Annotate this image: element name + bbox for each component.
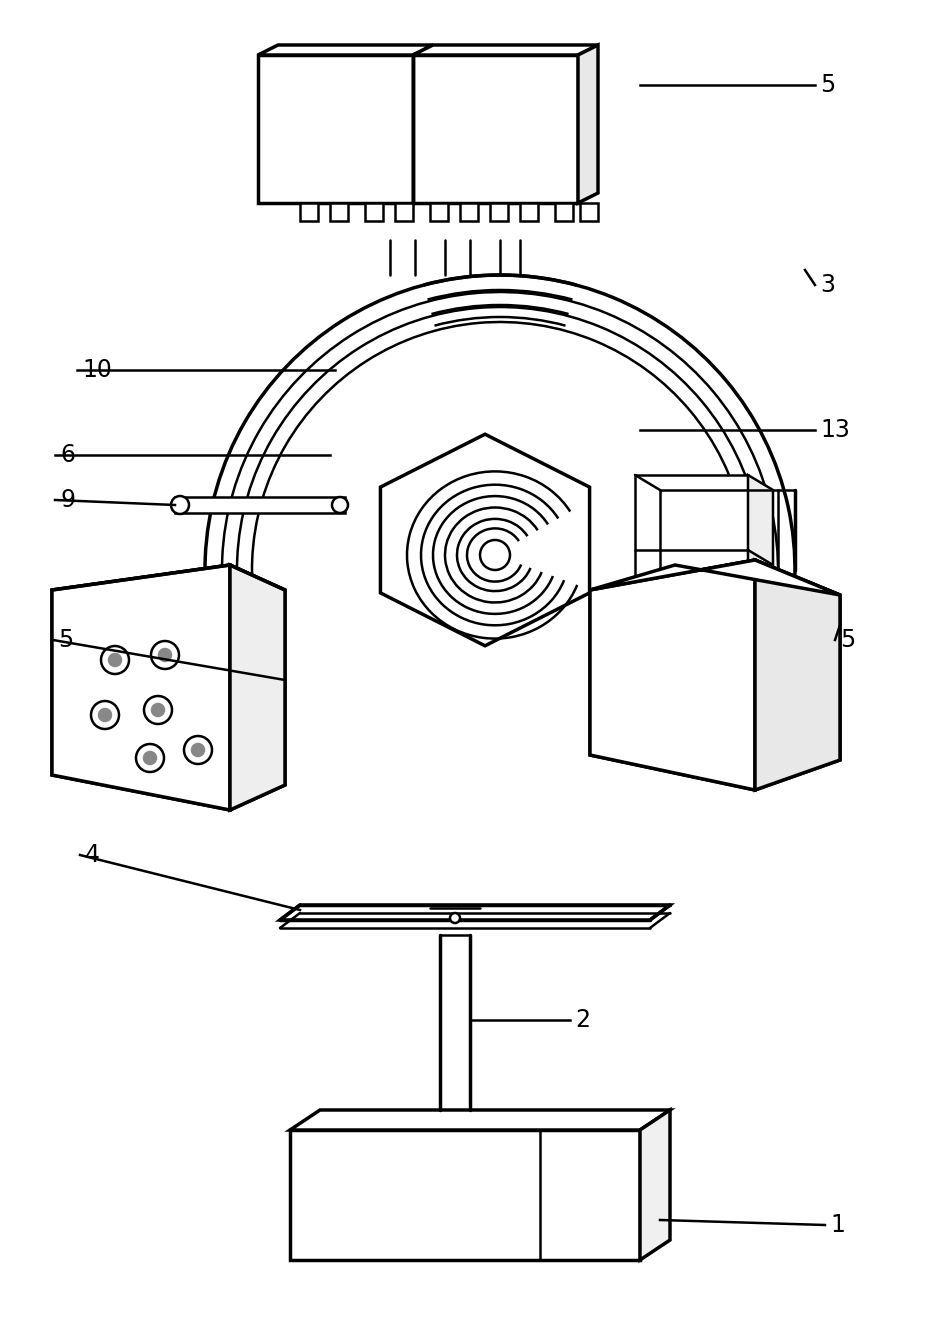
Polygon shape [175,497,345,513]
Polygon shape [395,203,413,221]
Polygon shape [748,474,773,660]
Polygon shape [755,560,840,789]
Circle shape [450,913,460,923]
Circle shape [159,648,171,662]
Polygon shape [52,565,230,811]
Text: 6: 6 [60,443,75,467]
Text: 3: 3 [820,273,835,297]
Polygon shape [258,45,433,55]
Circle shape [109,654,121,666]
Circle shape [99,709,111,721]
Polygon shape [460,203,478,221]
Circle shape [91,701,119,729]
Text: 1: 1 [830,1213,845,1238]
Polygon shape [258,55,413,203]
Circle shape [144,696,172,724]
Text: 5: 5 [820,72,836,98]
Circle shape [101,646,129,673]
Polygon shape [230,565,285,811]
Polygon shape [490,203,508,221]
Polygon shape [413,45,598,55]
Polygon shape [635,474,748,645]
Polygon shape [365,203,383,221]
Text: 2: 2 [575,1008,590,1032]
Circle shape [332,497,348,513]
Polygon shape [300,203,318,221]
Polygon shape [640,1110,670,1260]
Polygon shape [578,45,598,203]
Circle shape [192,743,204,757]
Circle shape [171,496,189,514]
Circle shape [144,753,156,764]
Circle shape [136,743,164,772]
Polygon shape [555,203,573,221]
Text: 13: 13 [820,418,850,442]
Circle shape [480,540,510,569]
Polygon shape [430,203,448,221]
Polygon shape [330,203,348,221]
Polygon shape [580,203,598,221]
Polygon shape [280,905,670,920]
Polygon shape [590,560,840,789]
Polygon shape [290,1110,670,1130]
Text: 10: 10 [82,358,112,382]
Polygon shape [290,1130,640,1260]
Polygon shape [413,55,578,203]
Text: 9: 9 [60,488,75,511]
Polygon shape [520,203,538,221]
Polygon shape [52,565,285,811]
Text: 5: 5 [58,627,73,652]
Text: 5: 5 [840,627,855,652]
Circle shape [184,735,212,764]
Circle shape [152,704,164,716]
Polygon shape [590,560,840,594]
Circle shape [151,641,179,670]
Text: 4: 4 [85,844,100,867]
Polygon shape [590,560,755,789]
Polygon shape [381,434,590,646]
